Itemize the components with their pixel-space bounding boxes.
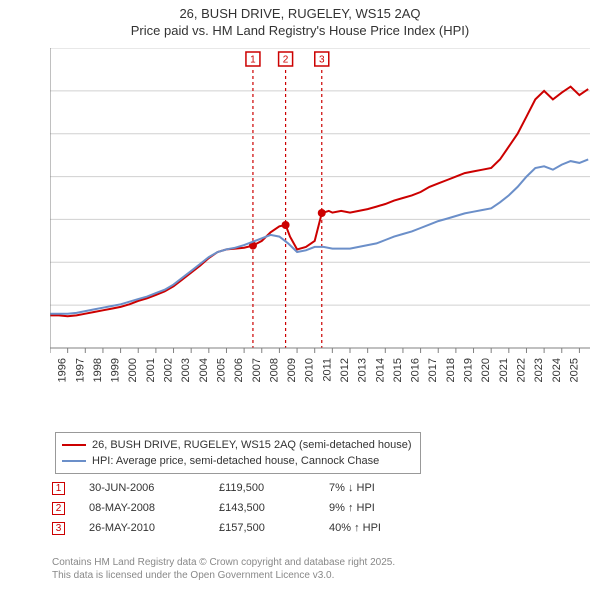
x-tick-label: 2012 — [339, 358, 351, 382]
events-table: 1 30-JUN-2006£119,5007% ↓ HPI 2 08-MAY-2008… — [52, 478, 479, 538]
x-tick-label: 2007 — [251, 358, 263, 382]
legend-row: 26, BUSH DRIVE, RUGELEY, WS15 2AQ (semi-… — [62, 437, 412, 453]
event-num-box: 3 — [52, 522, 65, 535]
event-row: 2 08-MAY-2008£143,5009% ↑ HPI — [52, 498, 479, 518]
event-row: 3 26-MAY-2010£157,50040% ↑ HPI — [52, 518, 479, 538]
event-price: £119,500 — [219, 482, 329, 494]
x-tick-label: 1999 — [110, 358, 122, 382]
event-delta: 40% ↑ HPI — [329, 522, 479, 534]
series-hpi — [50, 159, 588, 313]
title-line2: Price paid vs. HM Land Registry's House … — [0, 23, 600, 40]
event-price: £157,500 — [219, 522, 329, 534]
vline-marker-num: 2 — [283, 55, 289, 66]
x-tick-label: 2022 — [515, 358, 527, 382]
footer: Contains HM Land Registry data © Crown c… — [52, 556, 395, 582]
legend-label: HPI: Average price, semi-detached house,… — [92, 455, 379, 467]
title-line1: 26, BUSH DRIVE, RUGELEY, WS15 2AQ — [0, 6, 600, 23]
event-date: 26-MAY-2010 — [89, 522, 219, 534]
x-tick-label: 2015 — [392, 358, 404, 382]
x-tick-label: 2006 — [233, 358, 245, 382]
sale-marker — [282, 221, 290, 229]
vline-marker-num: 3 — [319, 55, 325, 66]
chart-area: £0£50K£100K£150K£200K£250K£300K£350K1995… — [50, 48, 590, 388]
x-tick-label: 1996 — [57, 358, 69, 382]
x-tick-label: 2023 — [533, 358, 545, 382]
event-delta: 9% ↑ HPI — [329, 502, 479, 514]
legend: 26, BUSH DRIVE, RUGELEY, WS15 2AQ (semi-… — [55, 432, 421, 474]
x-tick-label: 2000 — [127, 358, 139, 382]
event-date: 30-JUN-2006 — [89, 482, 219, 494]
footer-line2: This data is licensed under the Open Gov… — [52, 569, 395, 582]
series-price_paid — [50, 87, 588, 317]
event-row: 1 30-JUN-2006£119,5007% ↓ HPI — [52, 478, 479, 498]
legend-swatch — [62, 460, 86, 462]
x-tick-label: 2013 — [357, 358, 369, 382]
x-tick-label: 2002 — [163, 358, 175, 382]
event-num-box: 2 — [52, 502, 65, 515]
legend-row: HPI: Average price, semi-detached house,… — [62, 453, 412, 469]
x-tick-label: 2003 — [180, 358, 192, 382]
event-num-box: 1 — [52, 482, 65, 495]
legend-swatch — [62, 444, 86, 446]
title-block: 26, BUSH DRIVE, RUGELEY, WS15 2AQ Price … — [0, 0, 600, 40]
legend-label: 26, BUSH DRIVE, RUGELEY, WS15 2AQ (semi-… — [92, 439, 412, 451]
x-tick-label: 2018 — [445, 358, 457, 382]
x-tick-label: 2011 — [321, 358, 333, 382]
vline-marker-num: 1 — [250, 55, 256, 66]
x-tick-label: 2016 — [410, 358, 422, 382]
x-tick-label: 1995 — [50, 358, 51, 382]
chart-svg: £0£50K£100K£150K£200K£250K£300K£350K1995… — [50, 48, 590, 388]
x-tick-label: 2025 — [568, 358, 580, 382]
x-tick-label: 2001 — [145, 358, 157, 382]
event-date: 08-MAY-2008 — [89, 502, 219, 514]
x-tick-label: 2020 — [480, 358, 492, 382]
footer-line1: Contains HM Land Registry data © Crown c… — [52, 556, 395, 569]
sale-marker — [318, 209, 326, 217]
x-tick-label: 2005 — [215, 358, 227, 382]
x-tick-label: 2008 — [268, 358, 280, 382]
x-tick-label: 2021 — [498, 358, 510, 382]
x-tick-label: 2009 — [286, 358, 298, 382]
x-tick-label: 2010 — [304, 358, 316, 382]
x-tick-label: 2019 — [463, 358, 475, 382]
x-tick-label: 2024 — [551, 358, 563, 382]
x-tick-label: 2004 — [198, 358, 210, 382]
x-tick-label: 2017 — [427, 358, 439, 382]
event-delta: 7% ↓ HPI — [329, 482, 479, 494]
x-tick-label: 1998 — [92, 358, 104, 382]
x-tick-label: 2014 — [374, 358, 386, 382]
x-tick-label: 1997 — [74, 358, 86, 382]
chart-container: 26, BUSH DRIVE, RUGELEY, WS15 2AQ Price … — [0, 0, 600, 590]
event-price: £143,500 — [219, 502, 329, 514]
